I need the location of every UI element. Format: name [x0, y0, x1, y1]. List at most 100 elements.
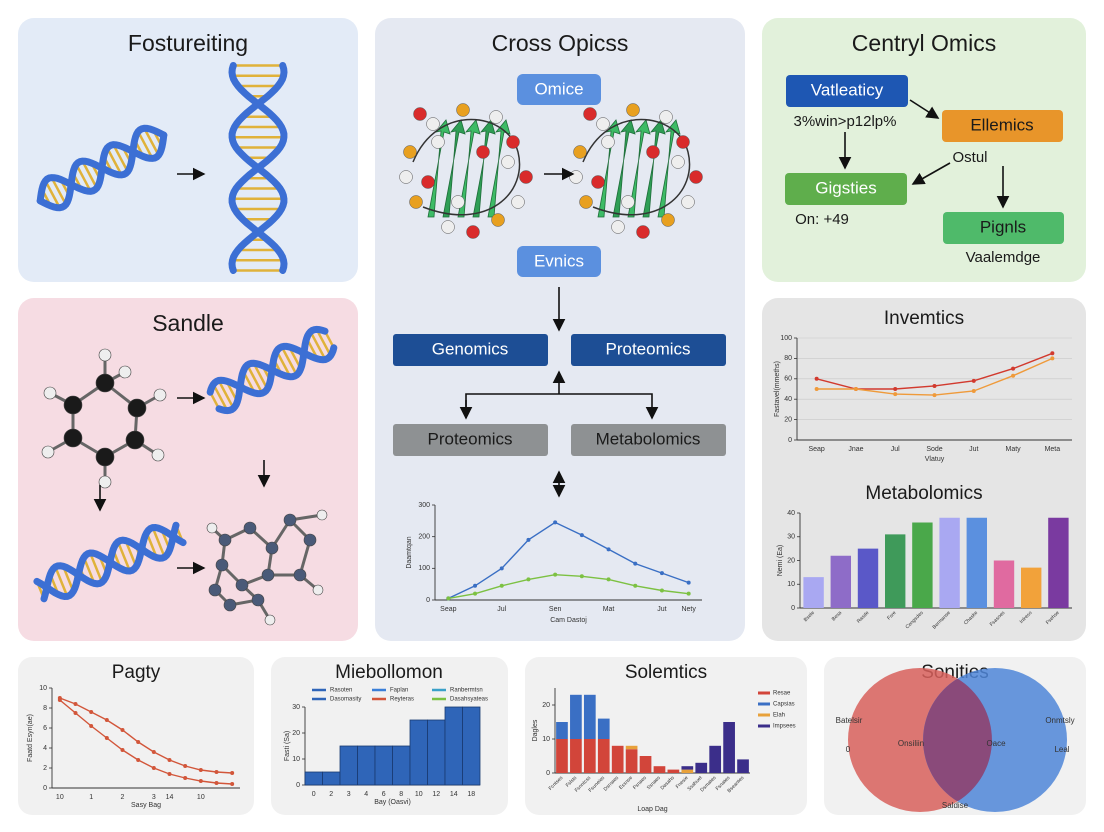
bar	[1048, 517, 1069, 608]
atom	[466, 225, 480, 239]
atom	[621, 195, 635, 209]
point	[230, 782, 235, 786]
point	[89, 724, 94, 728]
point	[1011, 373, 1016, 378]
atom	[646, 145, 660, 159]
beta-strand	[472, 119, 496, 218]
panel-title: Pagty	[112, 662, 161, 683]
atom	[98, 348, 112, 362]
atom	[659, 110, 673, 124]
atom	[421, 175, 435, 189]
bar	[444, 706, 463, 786]
y-tick-label: 100	[780, 335, 792, 342]
beta-strand	[487, 119, 511, 218]
beta-strand	[612, 119, 636, 218]
atom	[636, 225, 650, 239]
bar-segment	[639, 756, 652, 773]
point	[893, 387, 898, 391]
x-axis-label: Sasy Bag	[131, 802, 161, 809]
point	[932, 393, 937, 398]
atom	[413, 107, 427, 121]
x-tick-label: Sode	[926, 446, 942, 453]
helix-rung	[44, 180, 61, 209]
point	[136, 758, 141, 762]
helix-rung	[116, 541, 131, 572]
y-tick-label: 0	[43, 785, 47, 792]
x-tick-label: 6	[382, 791, 386, 798]
point	[167, 772, 172, 776]
bar	[322, 771, 341, 786]
point	[136, 740, 141, 744]
bar-segment	[737, 759, 749, 773]
bar-segment	[667, 769, 680, 773]
atom	[689, 170, 703, 184]
x-tick-label: 3	[152, 794, 156, 801]
x-tick-label: Meta	[1045, 446, 1061, 453]
point	[526, 577, 531, 582]
point	[120, 728, 125, 732]
x-tick-label: Jut	[657, 606, 666, 613]
point	[686, 580, 691, 585]
bar-segment	[625, 749, 638, 773]
helix-rung	[151, 527, 166, 558]
point	[230, 771, 235, 775]
panel-title: Centryl Omics	[852, 30, 996, 56]
y-tick-label: 4	[43, 745, 47, 752]
bar	[304, 771, 323, 786]
point	[499, 583, 504, 588]
atom	[43, 386, 57, 400]
venn-label: Saldise	[942, 801, 969, 810]
bar-segment	[611, 745, 624, 773]
x-tick-label: Jut	[969, 446, 978, 453]
x-tick-label: Fsre	[886, 610, 897, 621]
point	[579, 533, 584, 538]
atom	[591, 175, 605, 189]
atom	[215, 558, 229, 572]
bar	[830, 555, 851, 608]
atom	[426, 117, 440, 131]
node-label: Genomics	[432, 339, 509, 358]
helix-rung	[89, 552, 104, 583]
point	[57, 698, 62, 702]
legend-label: Faplan	[390, 688, 408, 694]
helix-strand	[206, 342, 338, 398]
point	[686, 591, 691, 596]
helix-rung	[81, 160, 98, 189]
helix-rung	[252, 362, 269, 390]
arrow	[909, 99, 940, 119]
atom	[223, 598, 237, 612]
x-tick-label: Jul	[497, 606, 506, 613]
x-tick-label: 4	[364, 791, 368, 798]
legend-label: Rasoten	[330, 688, 352, 694]
y-tick-label: 80	[784, 355, 792, 362]
point	[971, 378, 976, 383]
pill-label: Evnics	[534, 251, 584, 270]
x-tick-label: 3	[347, 791, 351, 798]
node-label: Ellemics	[970, 115, 1033, 134]
helix-rung	[143, 127, 160, 156]
bar-segment	[556, 722, 568, 739]
x-tick-label: 14	[450, 791, 458, 798]
helix-rung	[50, 176, 67, 206]
bar-segment	[625, 745, 638, 750]
helix-rung	[137, 130, 154, 160]
line	[448, 521, 689, 600]
y-tick-label: 10	[542, 736, 550, 743]
venn-label: Batelsir	[836, 716, 863, 725]
point	[473, 583, 478, 588]
x-axis-label: Vlatuy	[925, 456, 945, 463]
y-tick-label: 20	[787, 557, 795, 564]
bar	[462, 706, 481, 786]
atom	[476, 145, 490, 159]
x-axis-label: Cam Dastoj	[550, 617, 587, 624]
x-axis-label: Loap Dag	[637, 806, 667, 813]
bar-segment	[681, 766, 694, 770]
venn-label: Oace	[986, 739, 1006, 748]
y-axis-label: Dagles	[532, 719, 539, 741]
atom	[98, 475, 112, 489]
arrow	[911, 162, 951, 185]
legend-label: Capsias	[773, 702, 795, 708]
pill-label: Omice	[534, 79, 583, 98]
y-tick-label: 200	[418, 534, 430, 541]
panel-title: Miebollomon	[335, 662, 443, 683]
